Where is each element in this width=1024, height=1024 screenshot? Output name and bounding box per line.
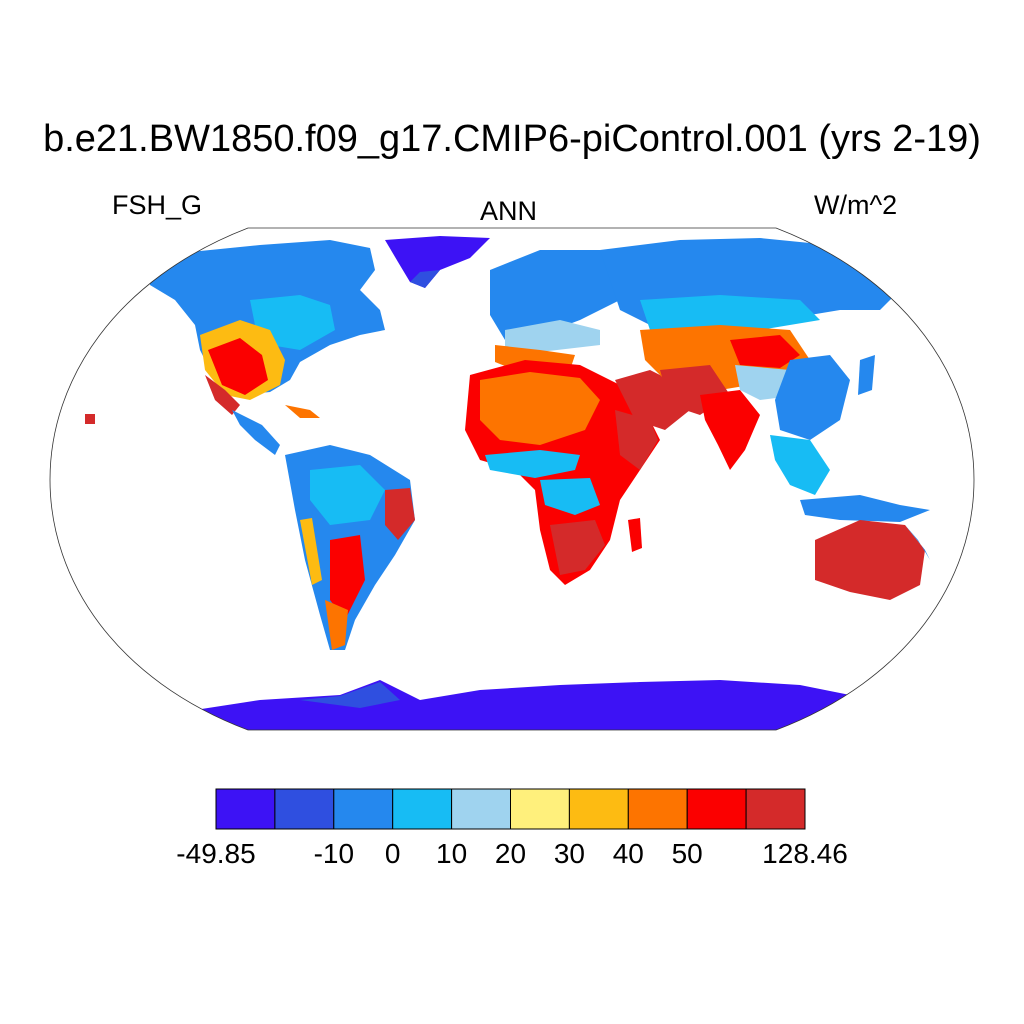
madagascar-region [628, 518, 642, 552]
colorbar-label: 40 [612, 838, 644, 869]
season-label: ANN [480, 196, 538, 226]
southeast-asia-region [770, 435, 830, 495]
east-asia-region [775, 355, 850, 440]
colorbar-swatch [627, 788, 688, 830]
congo-region [540, 478, 600, 515]
sahara-orange [480, 372, 600, 445]
indonesia-region [800, 495, 930, 522]
colorbar-swatch [686, 788, 747, 830]
colorbar-label: 30 [553, 838, 585, 869]
caribbean-region [285, 405, 320, 418]
gran-chaco-region [330, 535, 365, 620]
andes-region [300, 518, 322, 585]
colorbar-swatch [392, 788, 453, 830]
colorbar-swatch [510, 788, 570, 830]
colorbar-label: 20 [494, 838, 527, 869]
colorbar-label: 10 [436, 838, 468, 869]
colorbar-swatch [451, 788, 512, 830]
colorbar-swatch [215, 788, 276, 830]
europe-light [505, 320, 600, 352]
siberia-light [640, 295, 820, 335]
antarctica-edge [300, 682, 400, 708]
colorbar-swatch [274, 788, 335, 830]
colorbar-label: -10 [313, 838, 355, 869]
japan-region [858, 355, 875, 395]
southwest-us-hot [208, 338, 268, 395]
colorbar-swatch [745, 788, 806, 830]
horn-of-africa-region [615, 410, 658, 470]
australia-region [815, 520, 925, 600]
india-region [700, 390, 760, 470]
hawaii-region [85, 414, 95, 424]
amazon-light [310, 465, 385, 525]
mexico-region [205, 375, 240, 415]
plot-title: b.e21.BW1850.f09_g17.CMIP6-piControl.001… [43, 118, 981, 160]
colorbar-swatch [568, 788, 629, 830]
europe-region [490, 250, 640, 340]
greenland-edge [410, 270, 440, 288]
units-label: W/m^2 [814, 190, 898, 220]
greenland-region [385, 236, 490, 288]
brazil-east-region [385, 488, 415, 540]
colorbar-label: 50 [671, 838, 703, 869]
map-outline [49, 227, 975, 731]
colorbar-label: 0 [384, 838, 401, 869]
colorbar-label: -49.85 [176, 838, 256, 869]
colorbar-label: 128.46 [762, 838, 848, 869]
southern-africa-region [550, 520, 605, 575]
variable-label: FSH_G [112, 190, 203, 220]
patagonia-region [325, 600, 348, 650]
central-america-region [232, 410, 280, 455]
gobi-region [730, 335, 800, 368]
sahel-light [485, 450, 580, 478]
colorbar-swatch [333, 788, 394, 830]
